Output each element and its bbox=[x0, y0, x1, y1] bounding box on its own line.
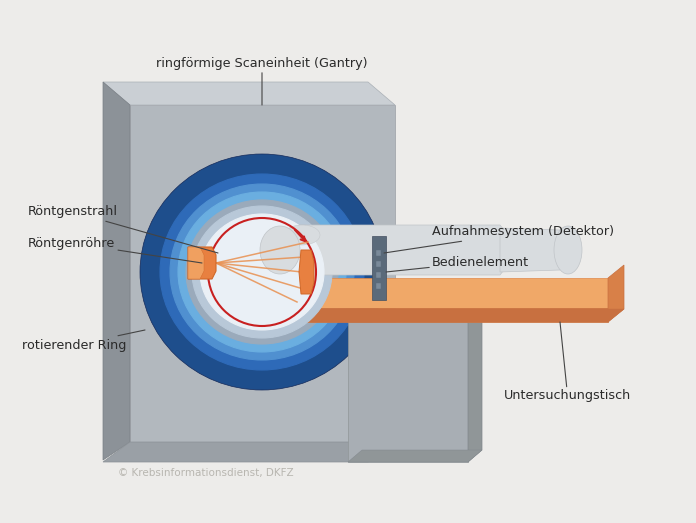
Ellipse shape bbox=[170, 184, 354, 360]
Polygon shape bbox=[285, 308, 608, 322]
Text: Röntgenröhre: Röntgenröhre bbox=[28, 236, 202, 263]
Polygon shape bbox=[500, 228, 565, 272]
Polygon shape bbox=[608, 265, 624, 322]
Text: rotierender Ring: rotierender Ring bbox=[22, 330, 145, 351]
Bar bbox=[376, 250, 381, 256]
Polygon shape bbox=[295, 225, 510, 275]
Text: Bedienelement: Bedienelement bbox=[386, 256, 529, 272]
Polygon shape bbox=[103, 82, 130, 460]
Ellipse shape bbox=[192, 206, 332, 338]
Bar bbox=[376, 272, 381, 278]
Polygon shape bbox=[468, 310, 482, 462]
Text: Röntgenstrahl: Röntgenstrahl bbox=[28, 206, 218, 253]
Ellipse shape bbox=[186, 200, 338, 344]
Polygon shape bbox=[348, 322, 468, 462]
Bar bbox=[376, 261, 381, 267]
Polygon shape bbox=[188, 247, 216, 279]
Text: Aufnahmesystem (Detektor): Aufnahmesystem (Detektor) bbox=[384, 225, 614, 253]
Polygon shape bbox=[299, 250, 314, 294]
Bar bbox=[376, 283, 381, 289]
Ellipse shape bbox=[150, 164, 374, 380]
Polygon shape bbox=[372, 236, 386, 300]
Ellipse shape bbox=[178, 192, 346, 352]
Text: © Krebsinformationsdienst, DKFZ: © Krebsinformationsdienst, DKFZ bbox=[118, 468, 294, 478]
Ellipse shape bbox=[160, 174, 364, 370]
Polygon shape bbox=[130, 105, 395, 442]
Ellipse shape bbox=[284, 225, 320, 245]
Text: Untersuchungstisch: Untersuchungstisch bbox=[504, 322, 631, 403]
Ellipse shape bbox=[200, 214, 324, 330]
Polygon shape bbox=[348, 310, 482, 322]
Text: ringförmige Scaneinheit (Gantry): ringförmige Scaneinheit (Gantry) bbox=[156, 57, 367, 105]
Ellipse shape bbox=[260, 226, 300, 274]
Polygon shape bbox=[285, 278, 608, 308]
Polygon shape bbox=[103, 442, 395, 462]
Polygon shape bbox=[103, 82, 395, 105]
Polygon shape bbox=[285, 309, 624, 322]
Ellipse shape bbox=[554, 226, 582, 274]
Polygon shape bbox=[348, 450, 482, 462]
Polygon shape bbox=[188, 247, 204, 279]
Ellipse shape bbox=[140, 154, 384, 390]
